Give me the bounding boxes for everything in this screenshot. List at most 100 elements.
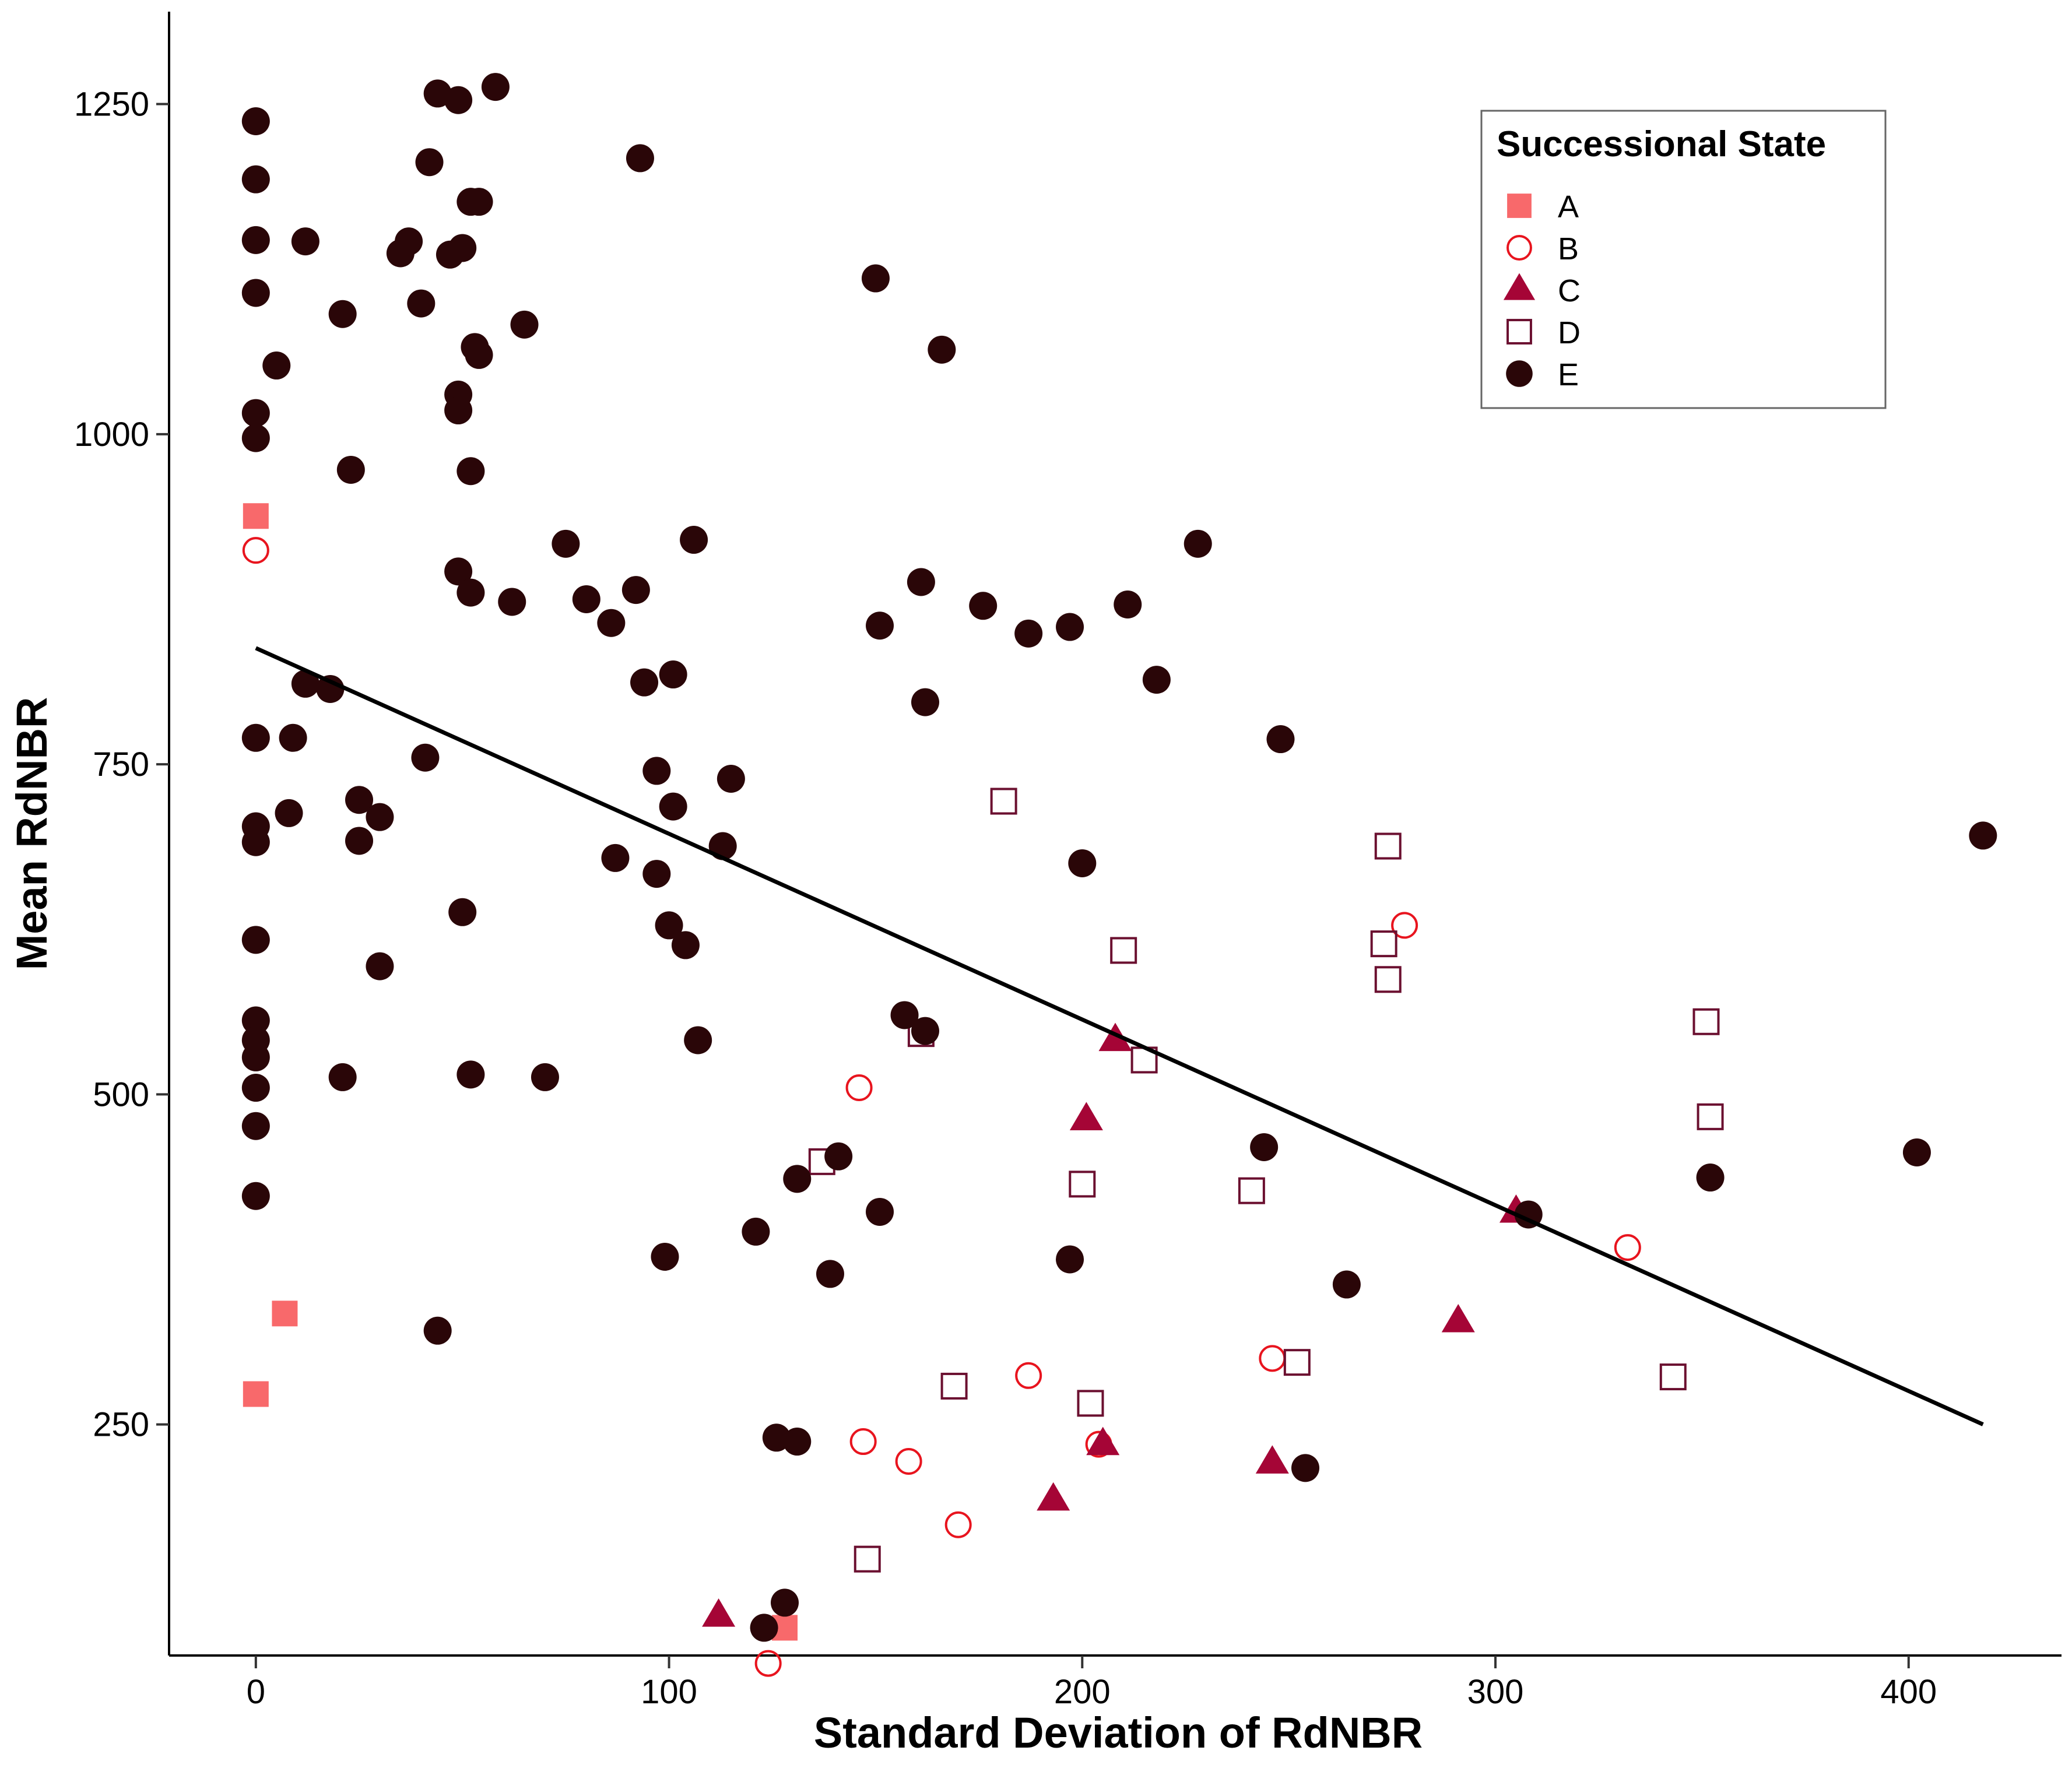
y-tick-label: 500: [93, 1075, 149, 1113]
data-point-e: [969, 592, 998, 620]
data-point-e: [717, 765, 745, 793]
data-point-b: [895, 1448, 922, 1475]
data-point-e: [465, 188, 493, 216]
data-point-e: [345, 827, 374, 855]
data-point-e: [241, 926, 270, 954]
data-point-c: [1037, 1482, 1070, 1511]
data-point-e: [630, 668, 659, 697]
data-point-e: [316, 674, 345, 703]
data-point-e: [597, 609, 626, 637]
data-point-e: [750, 1614, 778, 1642]
data-point-e: [345, 786, 374, 814]
data-point-e: [456, 1060, 485, 1089]
data-point-a: [243, 503, 269, 529]
data-point-e: [336, 455, 365, 484]
data-point-e: [415, 148, 444, 177]
data-point-b: [944, 1511, 972, 1538]
data-point-e: [279, 723, 307, 752]
x-tick-label: 200: [1054, 1673, 1111, 1711]
data-point-a: [243, 1381, 269, 1407]
data-point-e: [275, 799, 303, 827]
data-point-d: [1659, 1363, 1687, 1391]
data-point-e: [907, 568, 935, 596]
data-point-e: [531, 1063, 559, 1091]
data-point-e: [1291, 1454, 1320, 1482]
data-point-e: [1142, 666, 1171, 694]
data-point-e: [621, 576, 650, 604]
data-point-e: [366, 803, 394, 831]
legend-item-d: D: [1506, 315, 1581, 350]
data-point-e: [890, 1001, 919, 1029]
x-tick-label: 0: [247, 1673, 265, 1711]
data-point-e: [762, 1423, 791, 1452]
data-point-e: [866, 1197, 894, 1226]
data-point-e: [241, 279, 270, 307]
data-point-e: [456, 578, 485, 607]
legend-label: B: [1558, 231, 1579, 266]
data-point-e: [241, 1043, 270, 1071]
data-point-d: [854, 1545, 881, 1573]
data-point-e: [1332, 1270, 1361, 1299]
legend-label: E: [1558, 357, 1579, 392]
y-ticks: 250 500 750 1000 1250: [74, 86, 169, 1444]
x-ticks: 0 100 200 300 400: [247, 1655, 1937, 1711]
data-point-e: [241, 107, 270, 135]
data-point-e: [444, 557, 473, 586]
legend-key-b: [1506, 235, 1532, 261]
data-points: [241, 73, 1997, 1677]
data-point-d: [1110, 937, 1137, 964]
data-point-b: [1015, 1362, 1042, 1389]
data-point-e: [651, 1242, 679, 1271]
series-d: [808, 788, 1724, 1573]
data-point-e: [241, 1182, 270, 1210]
legend-key-c: [1503, 273, 1536, 300]
y-axis-title: Mean RdNBR: [8, 697, 56, 971]
x-tick-label: 400: [1880, 1673, 1937, 1711]
x-tick-label: 100: [641, 1673, 697, 1711]
data-point-e: [680, 526, 708, 554]
series-a: [243, 503, 798, 1641]
data-point-d: [990, 788, 1017, 815]
legend-item-b: B: [1506, 231, 1579, 266]
data-point-c: [1255, 1445, 1289, 1474]
series-e: [241, 73, 1997, 1642]
data-point-e: [1184, 529, 1212, 558]
data-point-e: [444, 396, 473, 425]
data-point-e: [328, 300, 357, 328]
data-point-e: [911, 688, 939, 716]
data-point-e: [241, 424, 270, 452]
legend-label: C: [1558, 273, 1581, 308]
data-point-e: [1696, 1164, 1725, 1192]
data-point-e: [1902, 1138, 1931, 1167]
legend-item-e: E: [1506, 357, 1579, 392]
data-point-d: [1697, 1103, 1724, 1130]
y-tick-label: 250: [93, 1406, 149, 1444]
data-point-c: [1441, 1303, 1475, 1333]
y-tick-label: 750: [93, 746, 149, 783]
data-point-c: [1086, 1426, 1120, 1456]
data-point-e: [411, 743, 440, 772]
data-point-e: [824, 1142, 853, 1171]
data-point-e: [783, 1428, 812, 1456]
data-point-d: [1283, 1349, 1311, 1376]
data-point-e: [928, 335, 956, 364]
data-point-e: [328, 1063, 357, 1091]
data-point-e: [1114, 590, 1142, 619]
data-point-d: [1374, 966, 1402, 993]
data-point-e: [423, 1316, 452, 1345]
legend-key-d: [1506, 319, 1532, 345]
data-point-b: [754, 1650, 782, 1677]
trend-line: [255, 646, 1984, 1426]
data-point-e: [241, 1074, 270, 1102]
data-point-e: [291, 227, 319, 256]
data-point-e: [626, 144, 654, 173]
data-point-b: [845, 1074, 873, 1102]
data-point-e: [1056, 1245, 1084, 1274]
data-point-e: [866, 611, 894, 640]
data-point-e: [407, 289, 436, 318]
data-point-e: [642, 757, 671, 785]
data-point-e: [1266, 725, 1295, 754]
data-point-c: [1069, 1102, 1103, 1130]
data-point-e: [448, 898, 477, 926]
